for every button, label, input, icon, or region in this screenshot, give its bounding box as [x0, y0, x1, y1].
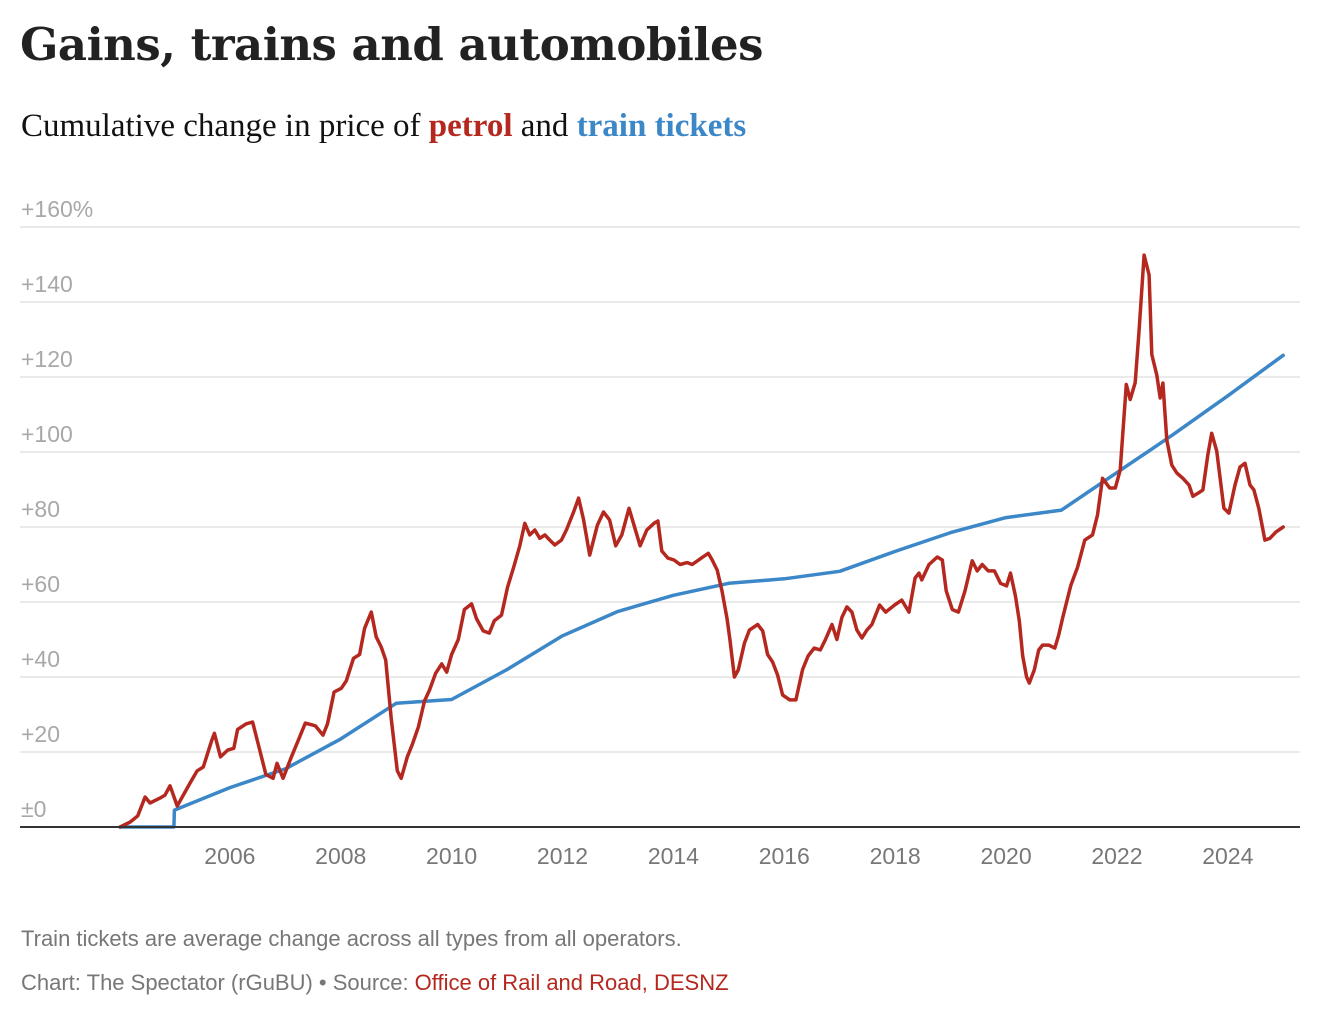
line-chart: ±0 +20 +40 +60 +80 +100 +120 +140 +160% 2006 2008…	[20, 196, 1300, 869]
y-tick-label: +40	[21, 646, 60, 672]
y-tick-label: +160%	[21, 196, 93, 222]
y-tick-label: +120	[21, 346, 73, 372]
x-axis-ticks: 2006 2008 2010 2012 2014 2016 2018 2020 2022 2024	[204, 843, 1253, 869]
x-tick-label: 2018	[870, 843, 921, 869]
x-tick-label: 2014	[648, 843, 699, 869]
x-tick-label: 2012	[537, 843, 588, 869]
subtitle-prefix: Cumulative change in price of	[21, 108, 429, 144]
credit-prefix: Chart: The Spectator (rGuBU) • Source:	[21, 970, 415, 995]
y-tick-label: +60	[21, 571, 60, 597]
chart-subtitle: Cumulative change in price of petrol and…	[21, 108, 746, 145]
y-tick-label: +80	[21, 496, 60, 522]
subtitle-mid: and	[512, 108, 577, 144]
y-tick-label: +140	[21, 271, 73, 297]
legend-train-tickets: train tickets	[576, 108, 747, 144]
x-tick-label: 2008	[315, 843, 366, 869]
gridlines	[20, 226, 1300, 753]
series-line-train-tickets	[118, 353, 1285, 829]
legend-petrol: petrol	[428, 108, 513, 144]
chart-note: Train tickets are average change across …	[21, 926, 682, 951]
chart-title: Gains, trains and automobiles	[20, 18, 763, 71]
chart-credit: Chart: The Spectator (rGuBU) • Source: O…	[21, 970, 729, 996]
x-tick-label: 2022	[1091, 843, 1142, 869]
x-tick-label: 2010	[426, 843, 477, 869]
x-tick-label: 2020	[980, 843, 1031, 869]
y-axis-ticks: ±0 +20 +40 +60 +80 +100 +120 +140 +160%	[21, 196, 93, 822]
series-line-petrol	[118, 253, 1285, 829]
source-link[interactable]: Office of Rail and Road, DESNZ	[414, 970, 729, 995]
x-tick-label: 2006	[204, 843, 255, 869]
series-lines	[118, 253, 1285, 829]
x-tick-label: 2016	[759, 843, 810, 869]
y-tick-label: +100	[21, 421, 73, 447]
y-tick-label: ±0	[21, 796, 46, 822]
x-tick-label: 2024	[1202, 843, 1253, 869]
y-tick-label: +20	[21, 721, 60, 747]
